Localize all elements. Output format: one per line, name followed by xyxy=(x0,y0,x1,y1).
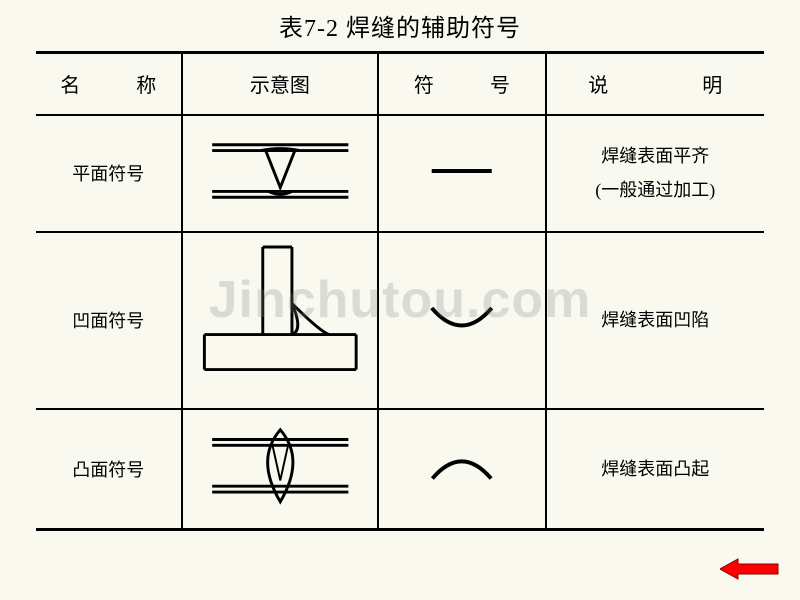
table-row: 平面符号 xyxy=(36,115,764,232)
cell-desc: 焊缝表面凹陷 xyxy=(546,232,764,409)
cell-name: 凹面符号 xyxy=(36,232,182,409)
cell-symbol xyxy=(378,115,545,232)
desc-line: 焊缝表面凹陷 xyxy=(555,303,756,337)
col-header-name: 名 称 xyxy=(36,53,182,115)
symbol-flat-icon xyxy=(379,116,544,226)
table-row: 凸面符号 xyxy=(36,409,764,530)
back-arrow-icon xyxy=(720,557,780,581)
desc-line: (一般通过加工) xyxy=(555,173,756,207)
weld-symbols-table: 名 称 示意图 符 号 说 明 平面符号 xyxy=(36,51,764,531)
schematic-butt-convex-icon xyxy=(183,410,378,524)
cell-name: 凸面符号 xyxy=(36,409,182,530)
cell-symbol xyxy=(378,409,545,530)
schematic-tee-concave-icon xyxy=(183,233,378,403)
desc-line: 焊缝表面平齐 xyxy=(555,139,756,173)
symbol-convex-icon xyxy=(379,410,544,524)
cell-desc: 焊缝表面平齐 (一般通过加工) xyxy=(546,115,764,232)
desc-line: 焊缝表面凸起 xyxy=(555,452,756,486)
table-header-row: 名 称 示意图 符 号 说 明 xyxy=(36,53,764,115)
table-caption: 表7-2 焊缝的辅助符号 xyxy=(36,8,764,43)
cell-name: 平面符号 xyxy=(36,115,182,232)
cell-schematic xyxy=(182,409,379,530)
cell-symbol xyxy=(378,232,545,409)
cell-schematic xyxy=(182,232,379,409)
cell-schematic xyxy=(182,115,379,232)
slide: 表7-2 焊缝的辅助符号 名 称 示意图 符 号 说 明 平面符号 xyxy=(0,0,800,600)
table-row: 凹面符号 xyxy=(36,232,764,409)
col-header-desc: 说 明 xyxy=(546,53,764,115)
cell-desc: 焊缝表面凸起 xyxy=(546,409,764,530)
back-arrow-button[interactable] xyxy=(720,557,780,586)
col-header-schematic: 示意图 xyxy=(182,53,379,115)
col-header-symbol: 符 号 xyxy=(378,53,545,115)
symbol-concave-icon xyxy=(379,233,544,403)
schematic-butt-flat-icon xyxy=(183,116,378,226)
